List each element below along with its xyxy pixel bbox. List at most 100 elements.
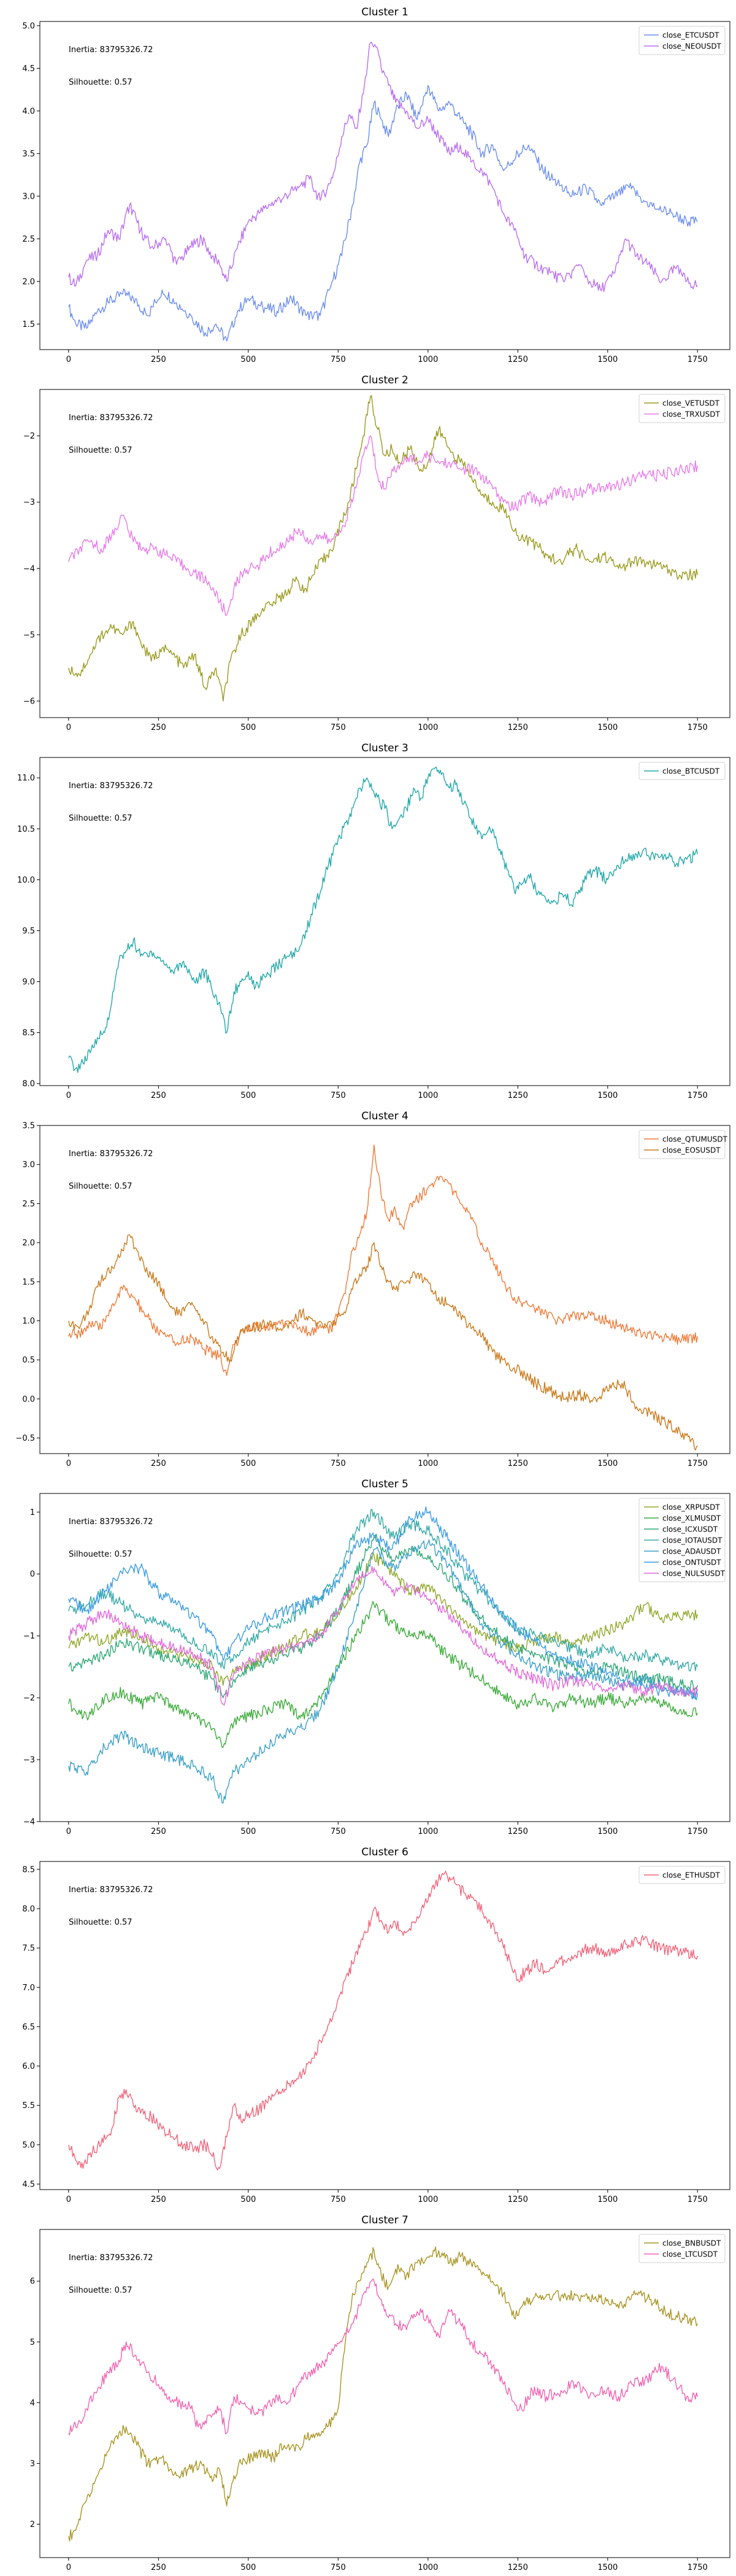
legend-label: close_ONTUSDT [662,1558,721,1567]
y-tick-label: 7.0 [22,1984,35,1993]
legend-box [638,1130,726,1159]
x-tick-label: 250 [151,1459,166,1468]
legend-box [638,1498,726,1582]
y-tick-label: −4 [23,564,35,573]
x-tick-label: 500 [240,2195,256,2204]
x-tick-label: 0 [66,1459,71,1468]
x-tick-label: 1250 [508,1091,528,1100]
x-tick-label: 1500 [597,1459,618,1468]
inertia-annotation: Inertia: 83795326.72 [69,1517,153,1527]
legend-label: close_ETCUSDT [662,31,719,40]
x-tick-label: 500 [240,1827,256,1836]
legend: close_QTUMUSDT close_EOSUSDT [638,1130,727,1159]
y-tick-label: 2.0 [22,277,35,286]
series-line-close_IOTAUSDT [68,1509,698,1672]
silhouette-annotation: Silhouette: 0.57 [69,78,132,87]
series-line-close_BNBUSDT [68,2246,698,2542]
x-tick-label: 1250 [508,723,528,732]
series-line-close_ONTUSDT [68,1506,698,1700]
series-line-close_ETHUSDT [68,1871,698,2171]
inertia-annotation: Inertia: 83795326.72 [69,1149,153,1159]
x-tick-label: 1000 [418,2563,438,2572]
x-tick-label: 750 [331,2563,346,2572]
y-tick-label: 1.5 [22,1278,35,1287]
y-tick-label: 0.0 [22,1395,35,1404]
y-tick-label: 1.0 [22,1317,35,1326]
y-tick-label: 4 [30,2399,35,2408]
x-tick-label: 1750 [688,2563,708,2572]
chart-panel: Cluster 6 0 250 500 750 1000 1250 1500 1750 4.5 5.… [22,1846,730,2204]
series-line-close_ADAUSDT [68,1539,698,1804]
series-line-close_VETUSDT [68,395,698,702]
x-tick-label: 1000 [418,723,438,732]
y-tick-label: 5.0 [22,21,35,31]
x-tick-label: 0 [66,1091,71,1100]
plot-frame [39,389,730,718]
chart-title: Cluster 3 [361,742,408,754]
y-tick-label: 8.0 [22,1904,35,1914]
y-tick-label: 6.0 [22,2062,35,2071]
x-tick-label: 250 [151,1827,166,1836]
y-tick-label: 2.5 [22,1200,35,1209]
x-tick-label: 1500 [597,2563,618,2572]
x-tick-label: 0 [66,1827,71,1836]
legend: close_BNBUSDT close_LTCUSDT [638,2234,726,2263]
legend-label: close_ICXUSDT [662,1525,718,1534]
chart-panel: Cluster 2 0 250 500 750 1000 1250 1500 1750 −6 −5 −… [23,374,730,732]
y-tick-label: 0.5 [22,1356,35,1365]
y-tick-label: 5.5 [22,2101,35,2110]
x-tick-label: 500 [240,2563,256,2572]
legend-box [638,394,726,423]
y-tick-label: 11.0 [17,774,35,783]
y-tick-label: 4.0 [22,107,35,116]
x-tick-label: 1250 [508,2195,528,2204]
x-tick-label: 1750 [688,1459,708,1468]
legend-box [638,26,726,55]
silhouette-annotation: Silhouette: 0.57 [69,1182,132,1191]
series-line-close_LTCUSDT [68,2278,698,2436]
x-tick-label: 1750 [688,1827,708,1836]
y-tick-label: −0.5 [15,1434,35,1443]
y-tick-label: 2 [30,2520,35,2529]
legend-label: close_BNBUSDT [662,2239,721,2248]
y-tick-label: 10.5 [17,825,35,834]
series-line-close_EOSUSDT [68,1234,698,1451]
x-tick-label: 0 [66,2563,71,2572]
x-tick-label: 0 [66,723,71,732]
x-tick-label: 1000 [418,355,438,364]
series-line-close_QTUMUSDT [68,1144,698,1376]
y-tick-label: 1 [30,1508,35,1517]
legend-label: close_ETHUSDT [662,1871,720,1880]
legend-label: close_QTUMUSDT [662,1135,727,1144]
legend: close_XRPUSDT close_XLMUSDT close_ICXUSDTc… [638,1498,726,1582]
silhouette-annotation: Silhouette: 0.57 [69,2286,132,2295]
chart-title: Cluster 4 [361,1110,408,1122]
x-tick-label: 750 [331,1091,346,1100]
legend-box [638,2234,726,2263]
x-tick-label: 1500 [597,1091,618,1100]
x-tick-label: 1250 [508,1827,528,1836]
x-tick-label: 0 [66,355,71,364]
y-tick-label: 0 [30,1570,35,1579]
legend-label: close_NEOUSDT [662,42,722,51]
y-tick-label: 6.5 [22,2023,35,2032]
y-tick-label: 3.0 [22,192,35,201]
x-tick-label: 1750 [688,1091,708,1100]
chart-panel: Cluster 7 0 250 500 750 1000 1250 1500 1750 2 3 4 5 6… [30,2214,730,2572]
series-group [68,766,698,1073]
chart-title: Cluster 1 [361,6,408,18]
x-tick-label: 1250 [508,2563,528,2572]
legend: close_ETCUSDT close_NEOUSDT [638,26,726,55]
y-tick-label: 1.5 [22,320,35,329]
series-line-close_BTCUSDT [68,766,698,1073]
x-tick-label: 250 [151,2563,166,2572]
x-tick-label: 750 [331,355,346,364]
y-tick-label: 4.5 [22,64,35,74]
legend: close_ETHUSDT [638,1866,726,1884]
y-tick-label: −3 [23,498,35,507]
chart-panel: Cluster 3 0 250 500 750 1000 1250 1500 1750 8.0 8.… [17,742,730,1100]
silhouette-annotation: Silhouette: 0.57 [69,814,132,823]
inertia-annotation: Inertia: 83795326.72 [69,1885,153,1895]
series-line-close_ICXUSDT [68,1533,698,1698]
series-line-close_XLMUSDT [68,1601,698,1748]
